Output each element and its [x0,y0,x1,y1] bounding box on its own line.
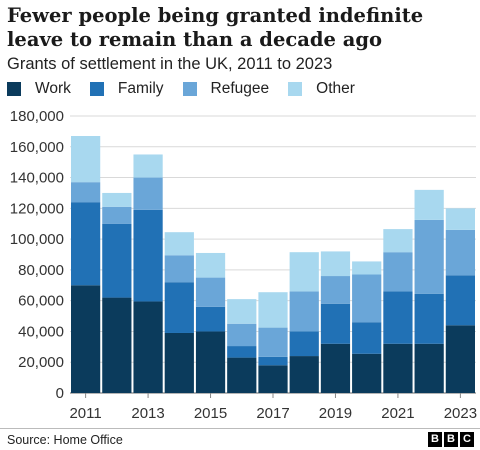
legend-label-work: Work [35,80,71,97]
bar-family-2017 [258,356,288,366]
y-tick-label: 60,000 [18,293,64,310]
bar-work-2023 [445,325,475,393]
y-tick-label: 140,000 [10,170,64,187]
bar-refugee-2012 [102,206,132,224]
bar-other-2012 [102,192,132,207]
y-tick-label: 20,000 [18,354,64,371]
bar-family-2021 [383,291,413,344]
bar-refugee-2023 [445,229,475,276]
bar-family-2019 [320,303,351,344]
y-axis-labels: 0 20,000 40,000 60,000 80,000 100,000 120,000 1… [10,108,64,402]
y-tick-label: 80,000 [18,262,64,279]
bar-other-2013 [133,154,163,178]
bar-refugee-2017 [258,327,288,357]
footer-divider [0,428,480,429]
x-tick-label: 2011 [69,405,101,422]
bar-refugee-2018 [289,291,319,332]
bar-family-2020 [352,322,382,354]
bar-other-2014 [164,232,194,256]
bar-family-2018 [289,331,319,357]
x-tick-label: 2021 [381,405,414,422]
bar-other-2015 [195,252,226,278]
y-tick-label: 100,000 [10,231,64,248]
source-note: Source: Home Office [7,433,123,447]
bar-family-2012 [102,223,132,298]
bars [71,136,475,393]
x-tick-label: 2015 [194,405,227,422]
x-tick-label: 2013 [131,405,164,422]
bar-work-2022 [414,343,444,393]
bar-work-2012 [102,297,132,393]
x-tick-label: 2017 [256,405,289,422]
bar-refugee-2021 [383,252,413,292]
legend-item-other: Other [288,80,355,98]
y-tick-label: 180,000 [10,108,64,125]
chart-title: Fewer people being granted indefinite le… [7,4,424,51]
logo-letter-c: C [460,432,474,447]
bar-work-2018 [289,356,319,393]
y-tick-label: 40,000 [18,323,64,340]
bar-refugee-2014 [164,255,194,283]
logo-letter-b2: B [444,432,458,447]
bar-work-2020 [352,353,382,393]
bar-family-2013 [133,209,163,302]
bar-other-2018 [289,252,319,292]
bar-other-2011 [71,136,101,183]
x-axis-labels: 2011 2013 2015 2017 2019 2021 2023 [69,393,477,422]
legend-label-family: Family [117,80,164,97]
bar-other-2022 [414,189,444,220]
bar-family-2014 [164,282,194,333]
x-tick-label: 2023 [444,405,477,422]
logo-letter-b1: B [428,432,442,447]
bar-work-2019 [320,343,351,393]
chart-subtitle: Grants of settlement in the UK, 2011 to … [7,55,333,73]
bar-work-2021 [383,343,413,393]
bar-family-2016 [227,346,257,358]
bar-family-2022 [414,293,444,344]
legend-swatch-refugee [182,82,197,96]
bar-family-2011 [71,202,101,286]
bar-other-2016 [227,299,257,324]
bbc-logo: B B C [428,432,474,447]
bar-work-2017 [258,365,288,393]
legend-item-work: Work [7,80,71,98]
bar-work-2015 [195,331,226,393]
legend-label-other: Other [316,80,355,97]
bar-family-2023 [445,275,475,326]
legend-label-refugee: Refugee [210,80,270,97]
y-tick-label: 160,000 [10,139,64,156]
legend-item-refugee: Refugee [182,80,270,98]
bar-other-2019 [320,251,351,277]
bar-work-2013 [133,301,163,393]
bar-refugee-2020 [352,274,382,323]
bar-other-2017 [258,292,288,328]
legend: Work Family Refugee Other [7,80,374,98]
bar-refugee-2015 [195,277,226,307]
bar-work-2016 [227,357,257,393]
bar-family-2015 [195,306,226,332]
bar-other-2023 [445,208,475,230]
bar-refugee-2011 [71,182,101,203]
y-tick-label: 0 [56,385,64,402]
legend-swatch-work [7,82,21,96]
legend-swatch-family [89,82,104,96]
bar-other-2020 [352,261,382,275]
y-tick-label: 120,000 [10,200,64,217]
stacked-bar-chart: 0 20,000 40,000 60,000 80,000 100,000 120,000 1… [10,108,477,422]
bar-refugee-2019 [320,276,351,304]
bar-refugee-2013 [133,177,163,210]
bar-other-2021 [383,229,413,253]
x-tick-label: 2019 [319,405,352,422]
legend-item-family: Family [89,80,164,98]
bar-work-2011 [71,285,101,393]
legend-swatch-other [288,82,303,96]
bar-work-2014 [164,332,194,393]
bar-refugee-2016 [227,323,257,347]
bar-refugee-2022 [414,219,444,294]
